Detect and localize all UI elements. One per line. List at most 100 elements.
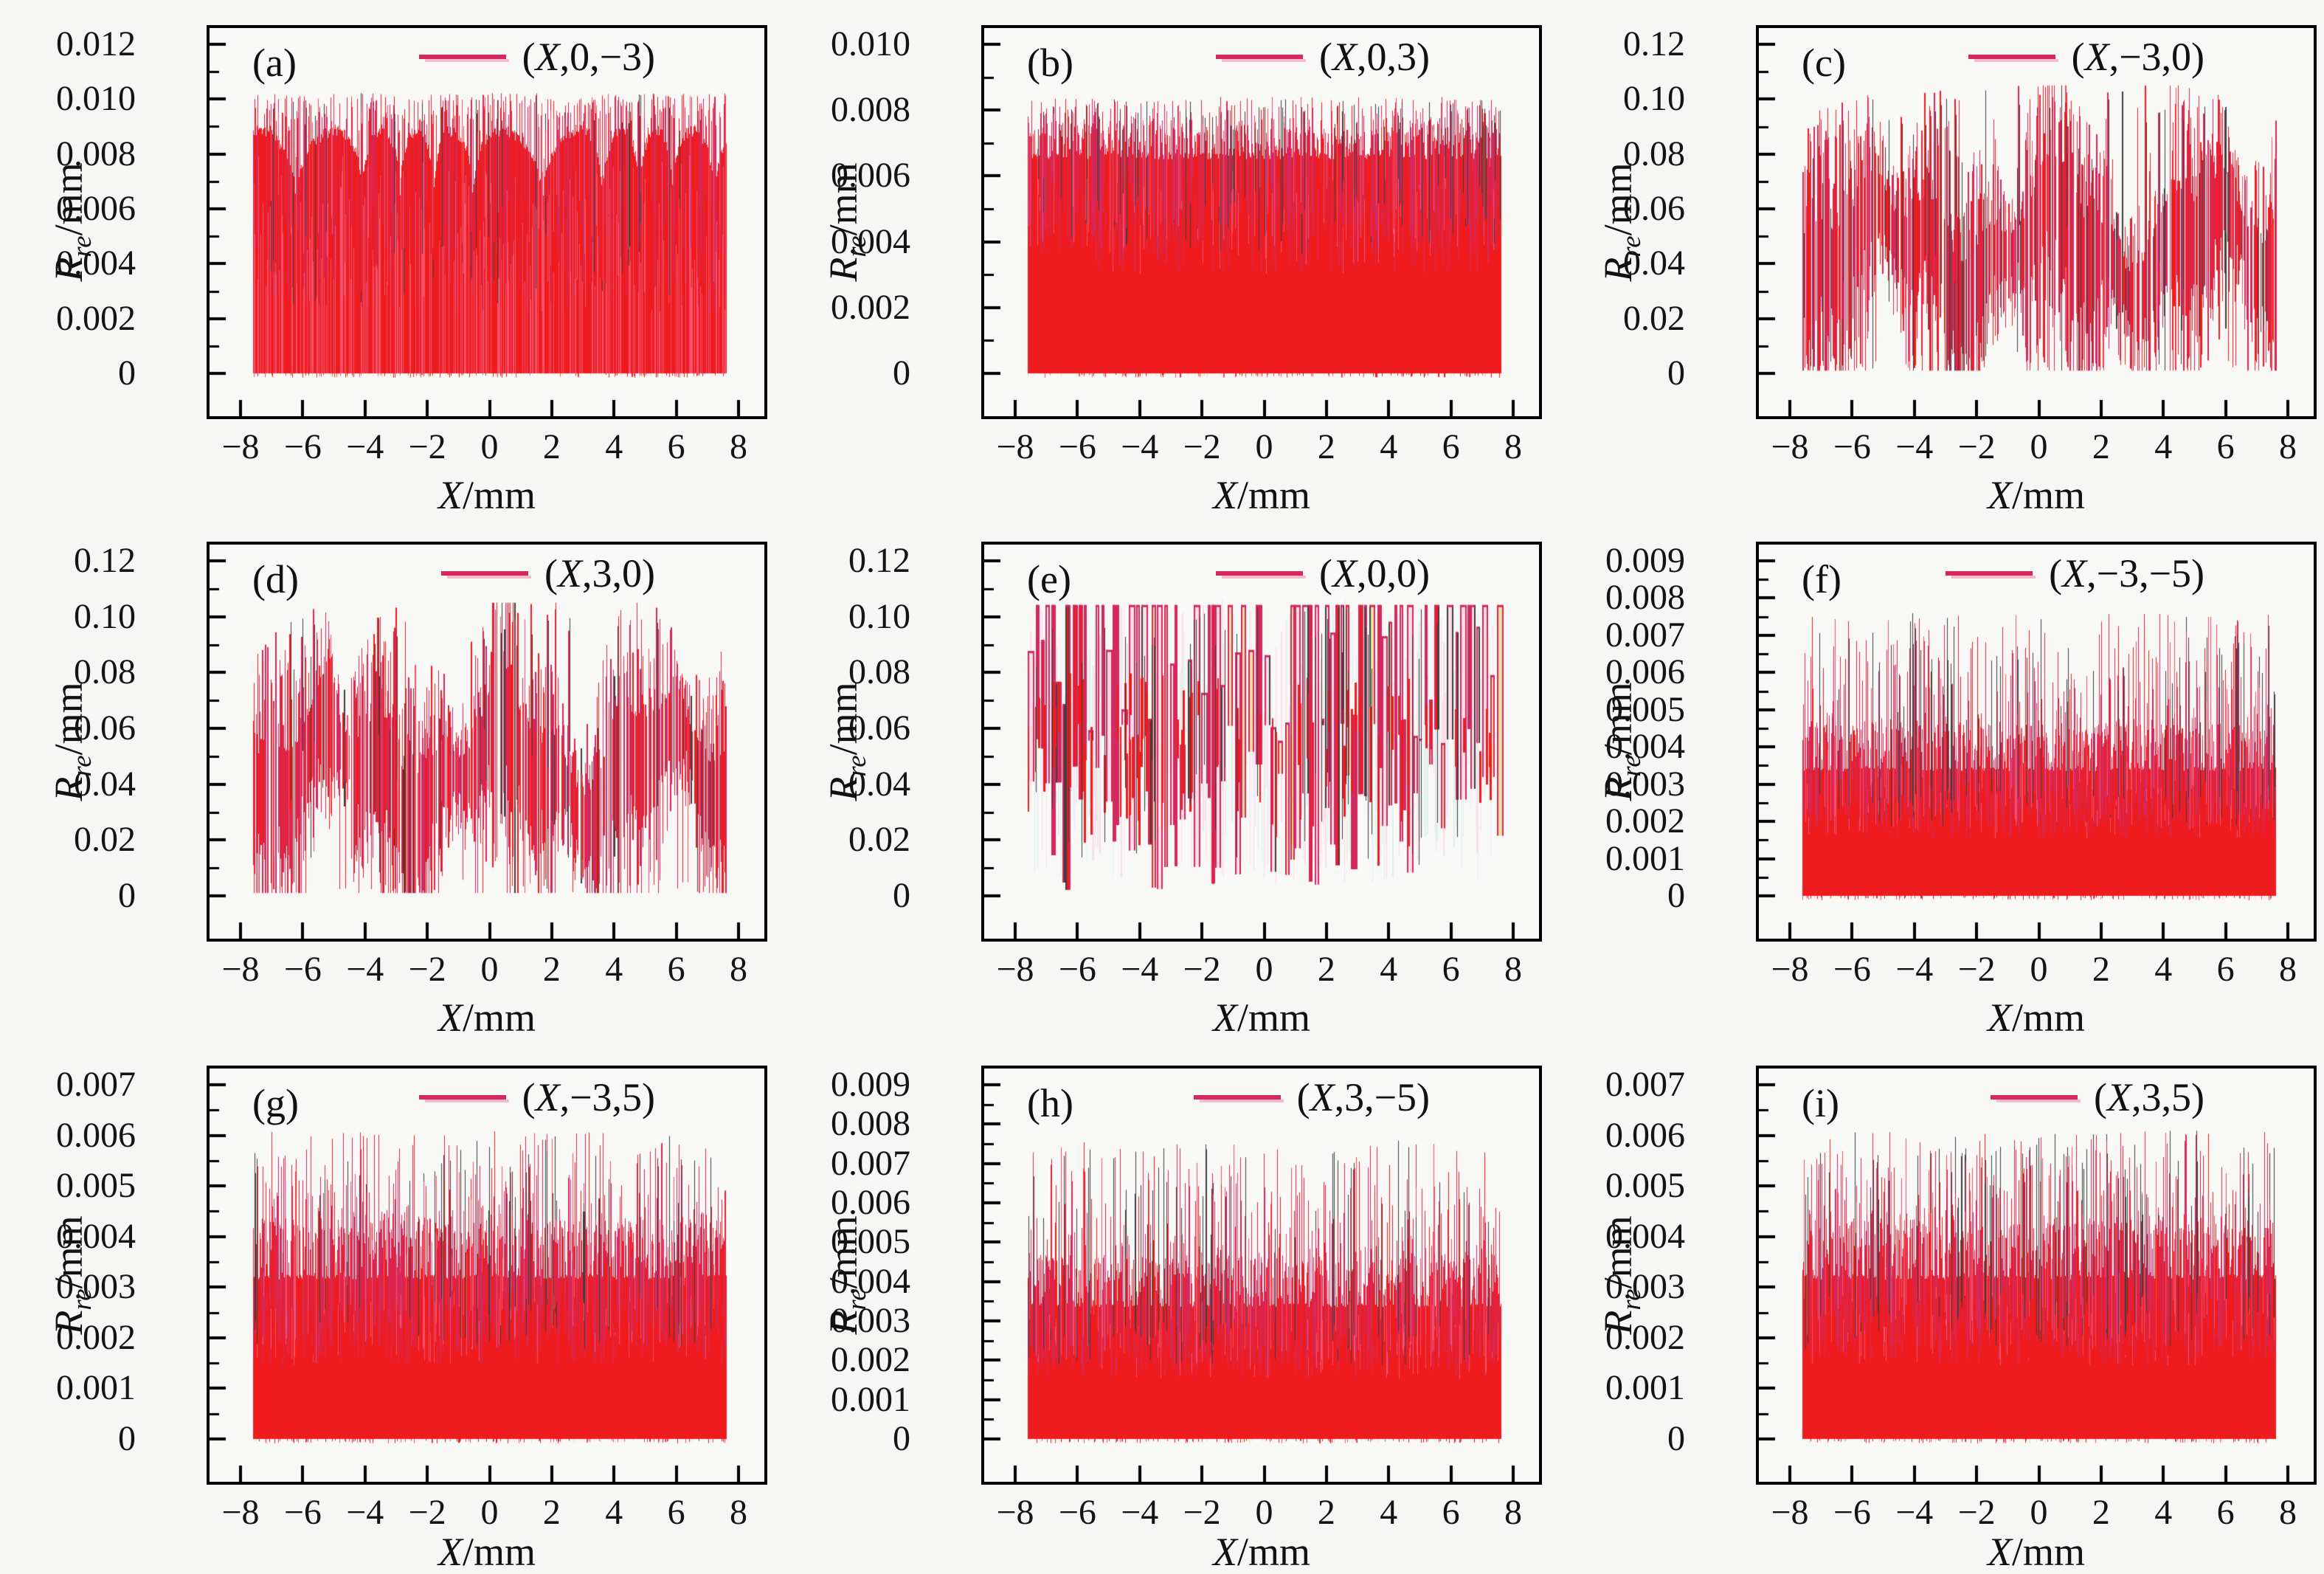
x-tick-label: 6 (2216, 950, 2235, 989)
x-tick-label: −4 (346, 950, 384, 989)
y-tick-label: 0.007 (831, 1143, 910, 1183)
x-tick-label: 2 (542, 950, 561, 989)
y-tick-label: 0.04 (74, 764, 136, 804)
x-tick-label: 2 (1317, 427, 1335, 466)
x-tick-label: −6 (1833, 427, 1871, 466)
y-tick-label: 0.005 (1605, 689, 1685, 729)
y-tick-label: 0.12 (74, 541, 136, 580)
x-tick-label: 6 (1442, 1493, 1460, 1532)
x-tick-label: 6 (667, 427, 685, 466)
plot-canvas-e (984, 545, 1539, 939)
y-axis-label: Rre/mm (46, 682, 97, 801)
x-tick-label: 2 (1317, 1493, 1335, 1532)
y-tick-label: 0.003 (1605, 764, 1685, 804)
x-tick-label: 0 (1255, 1493, 1273, 1532)
x-tick-label: −6 (1058, 1493, 1096, 1532)
x-axis-label: X/mm (1987, 473, 2086, 517)
y-tick-label: 0.08 (74, 652, 136, 692)
x-tick-label: −8 (1771, 950, 1809, 989)
y-tick-label: 0.007 (56, 1065, 136, 1104)
x-tick-label: −4 (1121, 1493, 1159, 1532)
legend-line-icon (1946, 571, 2036, 579)
x-tick-label: −2 (1957, 427, 1996, 466)
x-tick-label: 2 (1317, 950, 1335, 989)
x-tick-label: −6 (1833, 950, 1871, 989)
y-tick-label: 0.02 (74, 820, 136, 860)
x-tick-label: −2 (1957, 950, 1996, 989)
x-tick-label: 2 (2092, 1493, 2110, 1532)
x-tick-label: −4 (346, 1493, 384, 1532)
y-tick-label: 0.004 (1605, 1216, 1685, 1256)
panel-letter-d: (d) (252, 557, 299, 601)
x-tick-label: −2 (1183, 1493, 1221, 1532)
y-tick-label: 0.001 (831, 1379, 910, 1419)
legend-label: (X,0,3) (1319, 35, 1430, 79)
legend-line-icon (1193, 1095, 1284, 1102)
x-tick-label: −4 (1121, 427, 1159, 466)
y-tick-label: 0.004 (1605, 727, 1685, 767)
legend-label: (X,3,−5) (1296, 1075, 1430, 1119)
y-tick-label: 0.02 (848, 820, 910, 860)
x-tick-label: 6 (2216, 1493, 2235, 1532)
x-tick-label: 4 (2154, 950, 2173, 989)
legend-line-icon (1991, 1095, 2081, 1102)
x-axis-label: X/mm (1987, 995, 2086, 1040)
x-tick-label: 4 (1380, 427, 1398, 466)
panel-g: (g) (X,−3,5) 0 0.001 0.002 0.003 0.004 0.005 0.0… (30, 1052, 767, 1572)
plot-canvas-h (984, 1069, 1539, 1482)
x-tick-label: −6 (1833, 1493, 1871, 1532)
x-tick-label: −6 (1058, 950, 1096, 989)
x-tick-label: 0 (480, 1493, 499, 1532)
legend-label: (X,3,0) (544, 551, 655, 596)
legend-label: (X,3,5) (2094, 1075, 2204, 1119)
x-tick-label: −8 (221, 950, 260, 989)
y-tick-label: 0.004 (831, 1261, 910, 1301)
x-tick-label: 6 (1442, 950, 1460, 989)
x-tick-label: 2 (2092, 427, 2110, 466)
panel-f: (f) (X,−3,−5) 0 0.001 0.002 0.003 0.004 0.005 0.… (1579, 528, 2317, 1038)
x-tick-label: −4 (1895, 427, 1934, 466)
x-tick-label: 0 (480, 427, 499, 466)
y-tick-label: 0.004 (831, 221, 910, 261)
y-tick-label: 0.008 (1605, 578, 1685, 618)
legend-label: (X,−3,−5) (2049, 551, 2204, 596)
y-tick-label: 0 (893, 1419, 910, 1458)
y-tick-label: 0.004 (56, 1216, 136, 1256)
y-tick-label: 0.04 (1623, 244, 1685, 283)
x-tick-label: 0 (1255, 950, 1273, 989)
plot-canvas-f (1759, 545, 2314, 939)
y-tick-label: 0.006 (831, 156, 910, 196)
panel-d: (d) (X,3,0) 0 0.02 0.04 0.06 0.08 0.10 0.12 −8 −6−… (30, 528, 767, 1038)
x-tick-label: −2 (408, 950, 446, 989)
y-tick-label: 0.009 (831, 1065, 910, 1104)
x-axis-label: X/mm (1212, 995, 1311, 1040)
x-tick-label: 8 (730, 1493, 747, 1532)
y-tick-label: 0 (118, 1419, 136, 1458)
y-tick-label: 0 (1667, 353, 1685, 393)
x-tick-label: −2 (408, 427, 446, 466)
y-tick-label: 0.005 (1605, 1166, 1685, 1206)
x-tick-label: −4 (1121, 950, 1159, 989)
y-tick-label: 0.002 (56, 298, 136, 338)
x-tick-label: −2 (1957, 1493, 1996, 1532)
x-tick-label: −2 (1183, 950, 1221, 989)
x-tick-label: 6 (2216, 427, 2235, 466)
x-tick-label: −8 (996, 427, 1034, 466)
x-tick-label: 2 (542, 427, 561, 466)
y-tick-label: 0.001 (1605, 1368, 1685, 1408)
legend-b: (X,0,3) (1216, 37, 1430, 77)
x-tick-label: 4 (2154, 1493, 2173, 1532)
x-tick-label: −6 (283, 950, 322, 989)
legend-h: (X,3,−5) (1193, 1075, 1430, 1119)
x-tick-label: −8 (1771, 1493, 1809, 1532)
x-tick-label: 0 (1255, 427, 1273, 466)
y-tick-label: 0.010 (831, 24, 910, 63)
legend-label: (X,0,−3) (522, 35, 655, 79)
x-tick-label: 0 (2030, 427, 2048, 466)
x-axis-label: X/mm (1987, 1530, 2086, 1574)
y-tick-label: 0.10 (848, 596, 910, 636)
x-tick-label: −4 (1895, 1493, 1934, 1532)
panel-a: (a) (X,0,−3) 0 0.002 0.004 0.006 0.008 0.010 0.0… (30, 12, 767, 515)
x-axis-label: X/mm (1212, 473, 1311, 517)
